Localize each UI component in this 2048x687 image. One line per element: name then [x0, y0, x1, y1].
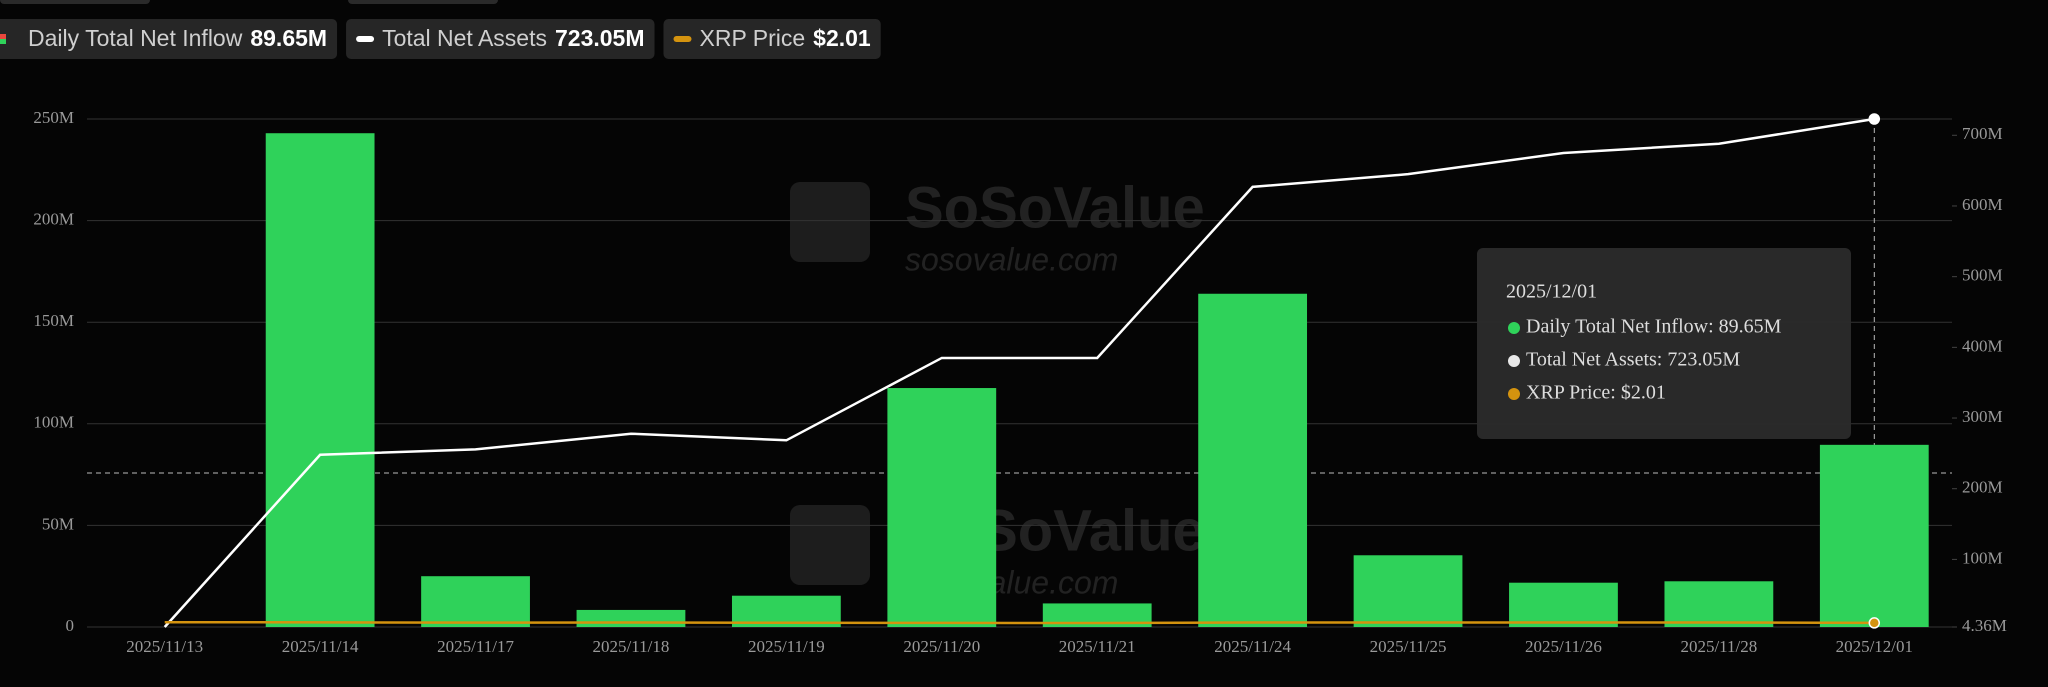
y-tick-label: 50M — [42, 514, 74, 533]
y-tick-label: 100M — [33, 413, 74, 432]
tooltip-line: Daily Total Net Inflow: 89.65M — [1526, 316, 1782, 338]
legend-label: XRP Price — [700, 25, 806, 51]
legend-icon — [0, 34, 6, 39]
legend-icon — [356, 36, 375, 42]
y2-tick-label: 4.36M — [1962, 616, 2007, 635]
watermark-brand: SoSoValue — [905, 175, 1205, 240]
bar — [576, 609, 686, 627]
x-tick-label: 2025/11/28 — [1680, 637, 1757, 656]
tooltip-line: Total Net Assets: 723.05M — [1526, 349, 1740, 371]
tooltip-box — [1477, 248, 1851, 439]
x-tick-label: 2025/11/24 — [1214, 637, 1291, 656]
tooltip-title: 2025/12/01 — [1506, 281, 1597, 303]
bar — [1664, 581, 1774, 627]
y2-tick-label: 400M — [1962, 336, 2003, 355]
tooltip-dot — [1508, 388, 1520, 400]
line — [163, 117, 1875, 628]
y2-tick-label: 100M — [1962, 548, 2003, 567]
y-tick-label: 250M — [33, 108, 74, 127]
legend-bg — [346, 19, 655, 59]
legend-label: Daily Total Net Inflow — [28, 25, 243, 51]
x-tick-label: 2025/11/25 — [1370, 637, 1447, 656]
y2-tick-label: 300M — [1962, 407, 2003, 426]
legend-item: Daily Total Net Inflow 89.65M — [0, 19, 338, 59]
x-tick-label: 2025/11/18 — [593, 637, 670, 656]
legend-icon — [0, 39, 6, 44]
legend-bg — [663, 19, 881, 59]
legend-value: 723.05M — [555, 25, 645, 51]
y-tick-label: 150M — [33, 311, 74, 330]
bar — [421, 576, 530, 627]
x-tick-label: 2025/11/17 — [437, 637, 514, 656]
legend-item: XRP Price $2.01 — [663, 19, 881, 59]
legend-icon — [673, 36, 692, 42]
bar — [265, 133, 375, 627]
point — [1868, 113, 1881, 125]
point — [1868, 617, 1881, 629]
bar — [1198, 293, 1308, 627]
legend-label: Total Net Assets — [382, 25, 547, 51]
tooltip: 2025/12/01 Daily Total Net Inflow: 89.65M… — [1477, 248, 1851, 439]
bar — [887, 388, 997, 627]
legend-bg — [0, 19, 338, 59]
tooltip-dot — [1508, 355, 1520, 367]
x-tick-label: 2025/11/20 — [903, 637, 980, 656]
legend-item: Total Net Assets 723.05M — [346, 19, 655, 59]
bar — [1042, 603, 1152, 627]
x-tick-label: 2025/12/01 — [1836, 637, 1913, 656]
y-tick-label: 0 — [66, 616, 75, 635]
tooltip-line: XRP Price: $2.01 — [1526, 382, 1666, 404]
line — [164, 620, 1875, 625]
bar — [1353, 555, 1463, 627]
bar — [1509, 582, 1618, 627]
bar — [1819, 444, 1929, 627]
y2-tick-label: 600M — [1962, 195, 2003, 214]
tab — [0, 0, 150, 4]
x-tick-label: 2025/11/14 — [282, 637, 359, 656]
x-tick-label: 2025/11/13 — [126, 637, 203, 656]
watermark-site: sosovalue.com — [905, 241, 1118, 277]
y2-tick-label: 500M — [1962, 266, 2003, 285]
y2-tick-label: 700M — [1962, 124, 2003, 143]
y-tick-label: 200M — [33, 210, 74, 229]
tab — [348, 0, 498, 4]
legend-value: $2.01 — [813, 25, 871, 51]
x-tick-label: 2025/11/19 — [748, 637, 825, 656]
x-tick-label: 2025/11/26 — [1525, 637, 1602, 656]
x-tick-label: 2025/11/21 — [1059, 637, 1136, 656]
tooltip-dot — [1508, 322, 1520, 334]
legend-value: 89.65M — [250, 25, 327, 51]
y2-tick-label: 200M — [1962, 478, 2003, 497]
